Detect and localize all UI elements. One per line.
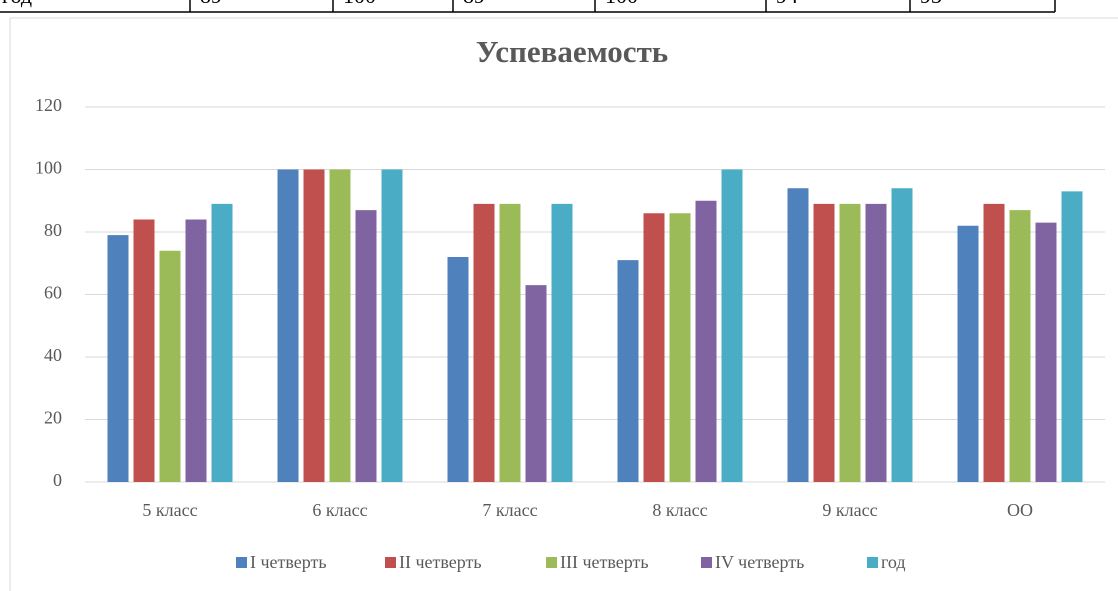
x-tick-label: 5 класс [142, 500, 197, 520]
bar [381, 169, 403, 482]
y-tick-label: 80 [44, 220, 62, 240]
y-tick-label: 0 [53, 470, 62, 490]
legend-swatch [701, 557, 712, 568]
legend-swatch [867, 557, 878, 568]
bar [839, 203, 861, 482]
bar [957, 225, 979, 482]
bar [159, 250, 181, 482]
bar [303, 169, 325, 482]
legend-swatch [385, 557, 396, 568]
table-cell: 100 [605, 0, 638, 8]
bar [499, 203, 521, 482]
legend-label: I четверть [250, 552, 327, 572]
y-tick-label: 40 [44, 345, 62, 365]
x-tick-label: 8 класс [652, 500, 707, 520]
chart-title: Успеваемость [476, 34, 668, 69]
bar [211, 203, 233, 482]
legend-label: год [881, 552, 906, 572]
legend-swatch [546, 557, 557, 568]
x-tick-label: 9 класс [822, 500, 877, 520]
bar [185, 219, 207, 482]
bar [277, 169, 299, 482]
bar [695, 200, 717, 482]
bar [355, 210, 377, 482]
table-cell: 100 [343, 0, 376, 8]
table-cell: 93 [920, 0, 942, 8]
y-tick-label: 100 [35, 158, 62, 178]
y-tick-label: 120 [35, 95, 62, 115]
bar [865, 203, 887, 482]
bar [617, 260, 639, 482]
bar [525, 285, 547, 482]
bar [669, 213, 691, 482]
bar [133, 219, 155, 482]
y-tick-label: 20 [44, 408, 62, 428]
bar [787, 188, 809, 482]
bar [447, 257, 469, 482]
x-tick-label: ОО [1007, 500, 1033, 520]
bar [983, 203, 1005, 482]
y-tick-label: 60 [44, 283, 62, 303]
legend-label: IV четверть [715, 552, 804, 572]
bar [551, 203, 573, 482]
bar [813, 203, 835, 482]
bar [1061, 191, 1083, 482]
table-cell: 89 [200, 0, 222, 8]
bar [329, 169, 351, 482]
bar [1035, 222, 1057, 482]
table-cell: год [2, 0, 32, 8]
bar [721, 169, 743, 482]
bar [1009, 210, 1031, 482]
bar [473, 203, 495, 482]
bar [107, 235, 129, 482]
table-cell: 89 [463, 0, 485, 8]
legend-swatch [236, 557, 247, 568]
x-tick-label: 7 класс [482, 500, 537, 520]
bar [891, 188, 913, 482]
legend-label: II четверть [399, 552, 482, 572]
x-tick-label: 6 класс [312, 500, 367, 520]
bar [643, 213, 665, 482]
table-cell: 94 [776, 0, 798, 8]
legend-label: III четверть [560, 552, 649, 572]
